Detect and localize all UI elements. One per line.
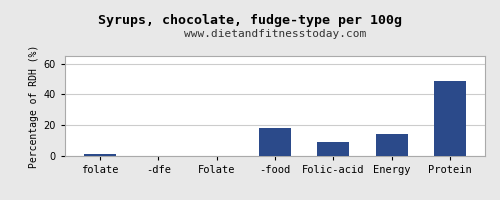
Bar — [376, 134, 408, 156]
Y-axis label: Percentage of RDH (%): Percentage of RDH (%) — [30, 44, 40, 168]
Bar — [259, 128, 291, 156]
Title: www.dietandfitnesstoday.com: www.dietandfitnesstoday.com — [184, 29, 366, 39]
Bar — [434, 81, 466, 156]
Text: Syrups, chocolate, fudge-type per 100g: Syrups, chocolate, fudge-type per 100g — [98, 14, 402, 27]
Bar — [318, 142, 350, 156]
Bar — [84, 154, 116, 156]
